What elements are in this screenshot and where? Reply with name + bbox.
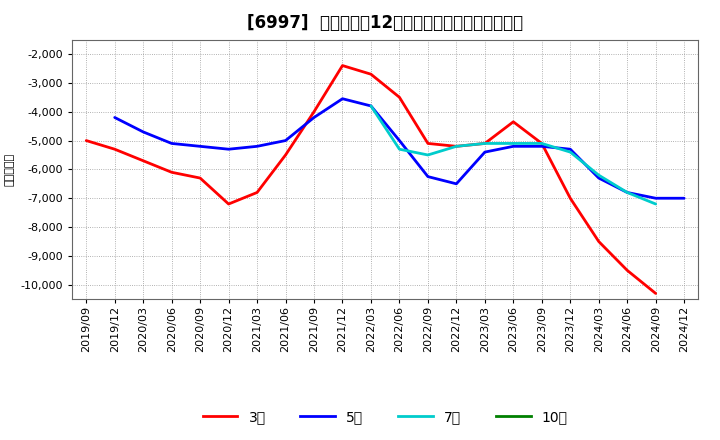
3年	[595, 239, 603, 244]
5年	[423, 174, 432, 179]
5年	[196, 144, 204, 149]
7年	[595, 172, 603, 178]
5年	[395, 138, 404, 143]
3年	[139, 158, 148, 163]
5年	[225, 147, 233, 152]
3年	[310, 109, 318, 114]
3年	[282, 152, 290, 158]
5年	[480, 150, 489, 155]
5年	[110, 115, 119, 120]
3年	[253, 190, 261, 195]
5年	[680, 196, 688, 201]
3年	[537, 141, 546, 146]
3年	[225, 202, 233, 207]
7年	[366, 103, 375, 109]
7年	[623, 190, 631, 195]
7年	[509, 141, 518, 146]
Legend: 3年, 5年, 7年, 10年: 3年, 5年, 7年, 10年	[197, 405, 573, 430]
5年	[537, 144, 546, 149]
3年	[452, 144, 461, 149]
Title: [6997]  当期純利益12か月移動合計の平均値の推移: [6997] 当期純利益12か月移動合計の平均値の推移	[247, 15, 523, 33]
5年	[652, 196, 660, 201]
3年	[566, 196, 575, 201]
3年	[338, 63, 347, 68]
Y-axis label: （百万円）: （百万円）	[5, 153, 15, 186]
5年	[338, 96, 347, 101]
5年	[509, 144, 518, 149]
7年	[395, 147, 404, 152]
5年	[167, 141, 176, 146]
3年	[652, 291, 660, 296]
3年	[423, 141, 432, 146]
Line: 3年: 3年	[86, 66, 656, 293]
Line: 5年: 5年	[114, 99, 684, 198]
3年	[395, 95, 404, 100]
5年	[566, 147, 575, 152]
5年	[282, 138, 290, 143]
3年	[82, 138, 91, 143]
7年	[566, 150, 575, 155]
5年	[595, 176, 603, 181]
7年	[452, 144, 461, 149]
3年	[196, 176, 204, 181]
5年	[253, 144, 261, 149]
5年	[366, 103, 375, 109]
7年	[652, 202, 660, 207]
5年	[452, 181, 461, 187]
5年	[623, 190, 631, 195]
3年	[623, 268, 631, 273]
3年	[110, 147, 119, 152]
3年	[167, 170, 176, 175]
3年	[509, 119, 518, 125]
7年	[423, 152, 432, 158]
5年	[310, 115, 318, 120]
5年	[139, 129, 148, 135]
7年	[537, 141, 546, 146]
3年	[480, 141, 489, 146]
7年	[480, 141, 489, 146]
3年	[366, 72, 375, 77]
Line: 7年: 7年	[371, 106, 656, 204]
